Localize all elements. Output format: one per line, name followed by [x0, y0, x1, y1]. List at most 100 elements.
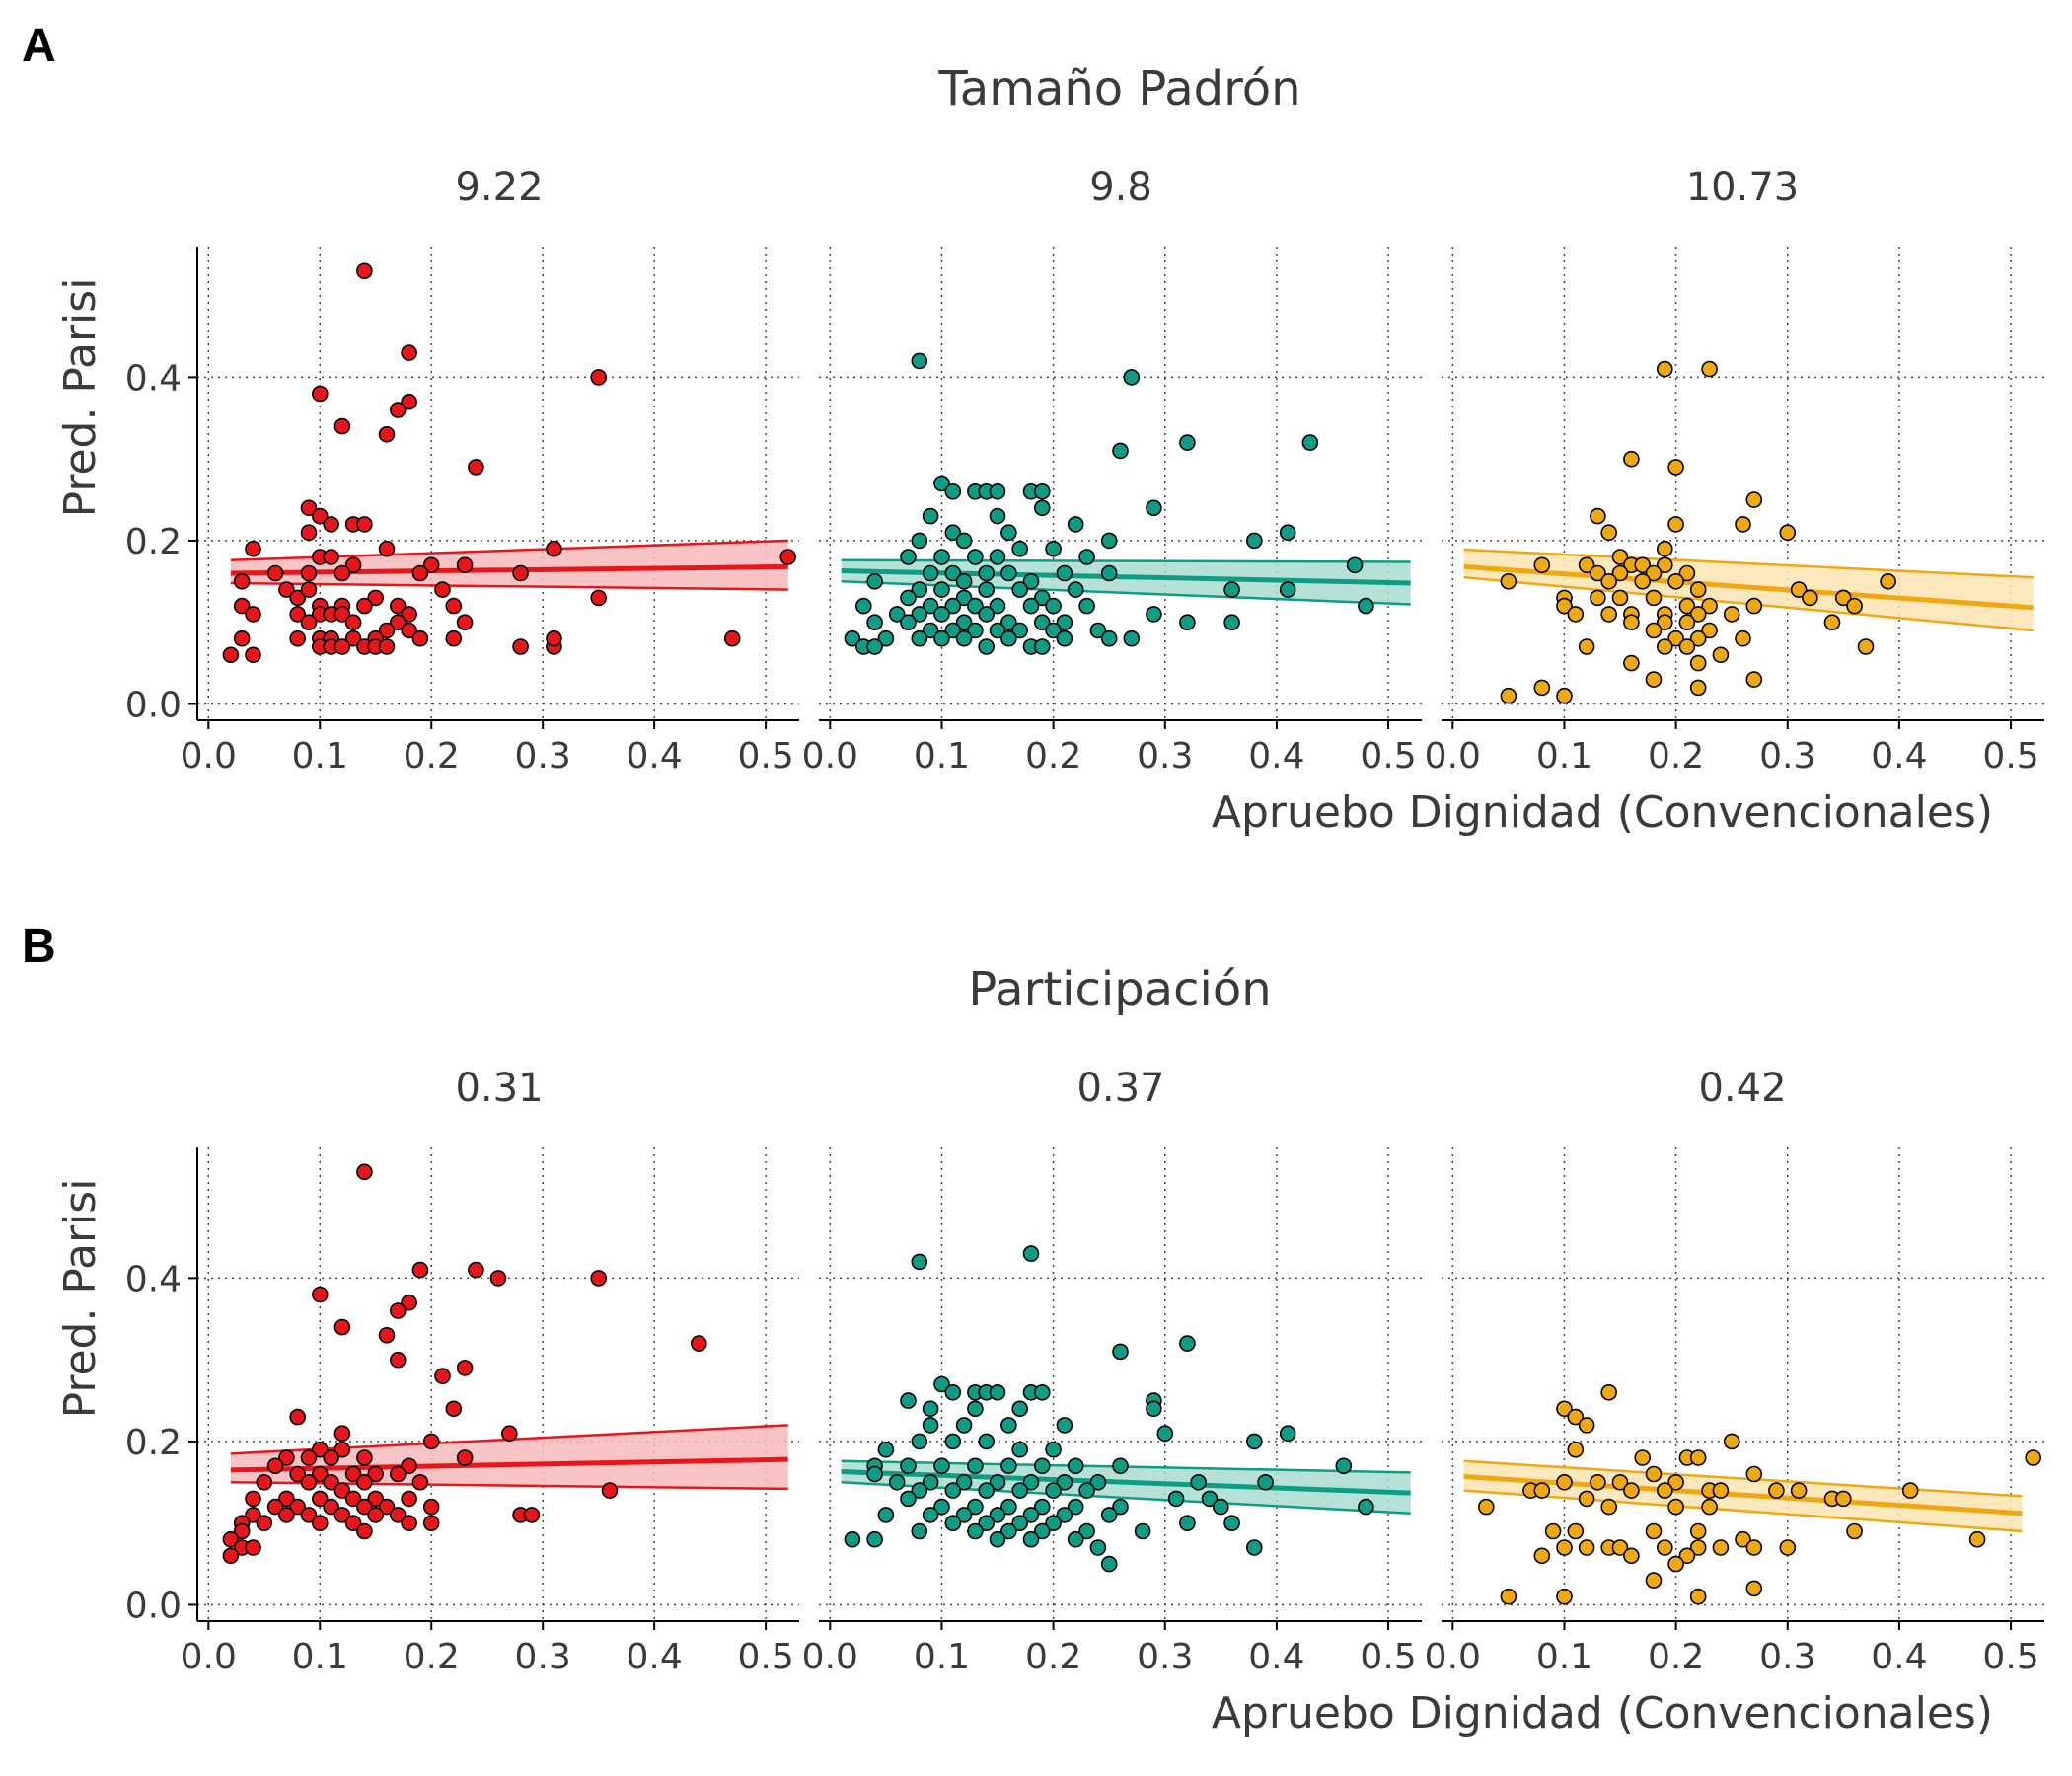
point-b-1-6 — [401, 1294, 417, 1311]
point-b-1-3 — [489, 1270, 507, 1287]
x-tick-label-a-2-5: 0.5 — [1360, 736, 1416, 777]
band-upper-a-2 — [841, 558, 1411, 563]
point-b-1-49 — [356, 1498, 373, 1516]
point-b-3-35 — [1689, 1522, 1707, 1540]
facet-label-b-1: 0.31 — [455, 1066, 543, 1111]
x-tick-label-b-3-1: 0.1 — [1536, 1637, 1592, 1677]
point-b-3-41 — [1611, 1539, 1629, 1556]
point-a-2-65 — [1000, 614, 1017, 631]
point-b-2-17 — [922, 1417, 939, 1434]
point-a-2-69 — [866, 614, 883, 631]
point-b-1-18 — [422, 1433, 440, 1450]
point-a-1-13 — [356, 516, 373, 533]
point-b-1-48 — [323, 1498, 339, 1516]
point-a-2-48 — [1223, 581, 1240, 598]
fit-line-a-1 — [230, 563, 788, 576]
point-a-3-62 — [1745, 671, 1763, 688]
point-b-1-67 — [356, 1522, 373, 1540]
point-b-1-39 — [601, 1482, 619, 1499]
point-b-2-28 — [1011, 1441, 1028, 1458]
point-b-3-13 — [1590, 1474, 1606, 1491]
point-a-1-26 — [333, 564, 351, 582]
grid-a — [197, 247, 2044, 720]
point-a-1-60 — [411, 629, 429, 647]
point-a-3-32 — [1590, 589, 1606, 607]
point-b-3-6 — [1567, 1441, 1585, 1458]
point-b-3-5 — [2025, 1449, 2041, 1466]
point-a-1-0 — [356, 262, 373, 280]
point-a-2-38 — [1100, 564, 1118, 582]
point-a-1-23 — [456, 556, 474, 574]
point-b-3-2 — [1567, 1408, 1585, 1426]
point-a-2-13 — [922, 507, 939, 525]
point-b-1-16 — [500, 1425, 518, 1442]
point-b-1-53 — [278, 1507, 295, 1523]
point-a-3-20 — [1678, 564, 1696, 582]
point-a-3-13 — [1533, 556, 1551, 574]
point-a-2-58 — [1358, 597, 1374, 615]
point-a-3-44 — [1723, 606, 1740, 623]
point-a-2-92 — [866, 638, 883, 655]
point-b-1-28 — [289, 1465, 307, 1483]
point-b-2-3 — [1112, 1343, 1129, 1361]
point-a-2-75 — [1011, 622, 1028, 639]
point-b-1-44 — [367, 1490, 385, 1508]
panel-letter-a: A — [22, 20, 56, 72]
point-b-2-51 — [978, 1482, 996, 1499]
point-b-3-56 — [1667, 1555, 1684, 1573]
point-b-3-43 — [1657, 1539, 1673, 1556]
point-b-2-45 — [1056, 1474, 1073, 1491]
point-a-1-72 — [222, 646, 240, 664]
point-b-1-63 — [344, 1515, 362, 1531]
point-a-1-22 — [422, 556, 440, 574]
point-a-2-5 — [1146, 499, 1162, 517]
point-a-3-26 — [1689, 581, 1707, 598]
point-b-1-71 — [222, 1547, 240, 1565]
x-tick-label-a-1-1: 0.1 — [292, 736, 348, 777]
point-b-2-88 — [1022, 1530, 1040, 1548]
point-b-2-61 — [1034, 1498, 1051, 1516]
point-b-1-21 — [278, 1449, 295, 1466]
point-a-1-53 — [401, 622, 417, 639]
point-a-3-23 — [1600, 572, 1617, 590]
point-a-1-51 — [456, 614, 474, 631]
point-b-1-9 — [378, 1327, 396, 1344]
point-a-3-45 — [1623, 614, 1640, 631]
point-b-2-55 — [1167, 1490, 1185, 1508]
point-a-2-16 — [1067, 516, 1084, 533]
point-a-2-21 — [1011, 540, 1028, 557]
point-a-2-78 — [1179, 614, 1196, 631]
x-tick-label-b-3-3: 0.3 — [1759, 1637, 1815, 1677]
point-a-1-5 — [389, 402, 407, 418]
point-a-2-82 — [911, 629, 928, 647]
point-a-2-76 — [1045, 622, 1062, 639]
x-tick-label-b-2-5: 0.5 — [1360, 1637, 1416, 1677]
point-b-2-62 — [1067, 1498, 1084, 1516]
point-a-3-15 — [1634, 556, 1651, 574]
point-a-2-29 — [989, 549, 1006, 565]
x-tick-label-b-1-1: 0.1 — [292, 1637, 348, 1677]
point-b-1-54 — [300, 1507, 318, 1523]
band-upper-a-3 — [1463, 548, 2034, 579]
x-tick-label-a-1-3: 0.3 — [515, 736, 571, 777]
point-a-1-14 — [300, 524, 318, 542]
points-b — [222, 1163, 2041, 1605]
point-b-1-35 — [323, 1474, 339, 1491]
point-a-2-26 — [900, 549, 917, 565]
point-a-2-70 — [900, 614, 917, 631]
x-tick-label-b-1-2: 0.2 — [404, 1637, 460, 1677]
point-b-3-7 — [1634, 1449, 1651, 1466]
point-a-2-45 — [1011, 581, 1028, 598]
x-tick-label-a-1-0: 0.0 — [181, 736, 237, 777]
point-b-1-62 — [311, 1515, 329, 1531]
point-b-2-49 — [911, 1482, 928, 1499]
point-b-3-31 — [1835, 1490, 1852, 1508]
point-b-2-43 — [989, 1474, 1006, 1491]
point-b-1-57 — [389, 1507, 407, 1523]
point-b-2-13 — [900, 1392, 917, 1409]
point-a-2-53 — [967, 597, 984, 615]
point-a-3-17 — [1590, 564, 1606, 582]
point-a-1-45 — [356, 597, 373, 615]
point-a-1-54 — [233, 629, 251, 647]
